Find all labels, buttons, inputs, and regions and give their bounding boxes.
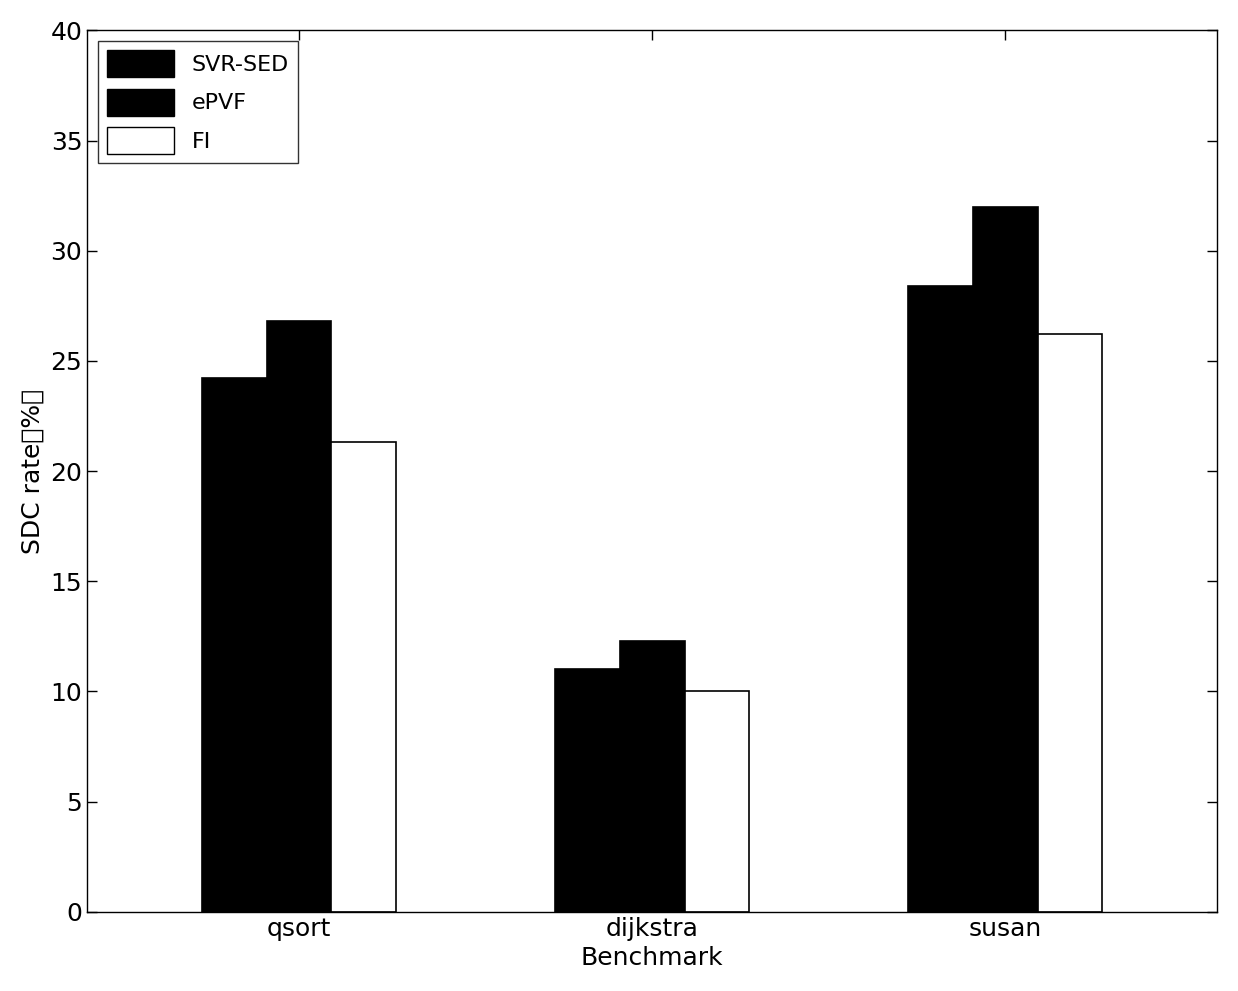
Bar xyxy=(620,641,685,912)
Bar xyxy=(266,321,332,912)
Bar xyxy=(909,286,973,912)
X-axis label: Benchmark: Benchmark xyxy=(581,946,723,970)
Y-axis label: SDC rate（%）: SDC rate（%） xyxy=(21,388,45,554)
Bar xyxy=(1037,334,1102,912)
Bar xyxy=(973,206,1037,912)
Bar xyxy=(332,442,396,912)
Legend: SVR-SED, ePVF, FI: SVR-SED, ePVF, FI xyxy=(98,42,297,163)
Bar xyxy=(555,669,620,912)
Bar xyxy=(202,379,266,912)
Bar xyxy=(685,692,749,912)
